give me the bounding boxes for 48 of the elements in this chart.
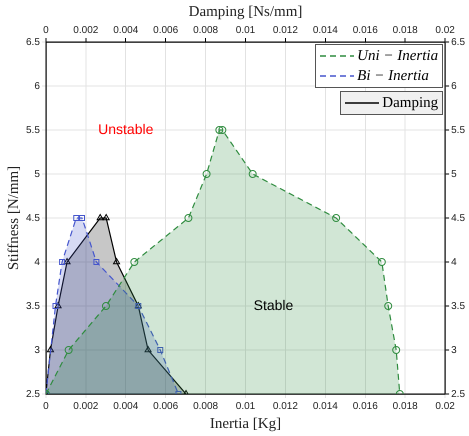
- annotation: Unstable: [98, 120, 154, 137]
- x-tick-label: 0.002: [73, 24, 99, 36]
- y2-tick-label: 3: [451, 344, 458, 356]
- y-tick-label: 2.5: [26, 388, 40, 400]
- x2-tick-label: 0.006: [153, 400, 179, 412]
- x-tick-label: 0.004: [113, 24, 139, 36]
- y-tick-label: 5.5: [26, 124, 40, 136]
- x2-tick-label: 0.004: [113, 400, 139, 412]
- x-tick-label: 0.014: [312, 24, 338, 36]
- x-tick-label: 0.012: [272, 24, 298, 36]
- legend-label: Damping: [382, 94, 438, 113]
- x-tick-label: 0: [43, 24, 50, 36]
- x2-tick-label: 0.02: [435, 400, 456, 412]
- y-axis-title: Stiffness [N/mm]: [6, 166, 22, 270]
- x-axis-title: Inertia [Kg]: [210, 416, 282, 432]
- x2-tick-label: 0: [43, 400, 50, 412]
- y-tick-label: 3: [34, 344, 40, 356]
- x2-tick-label: 0.016: [352, 400, 378, 412]
- y2-tick-label: 6: [451, 80, 458, 92]
- y-tick-label: 4: [34, 256, 40, 268]
- x-tick-label: 0.008: [193, 24, 219, 36]
- y2-tick-label: 2.5: [451, 388, 466, 400]
- x2-tick-label: 0.002: [73, 400, 99, 412]
- x2-axis-title: Damping [Ns/mm]: [188, 4, 302, 20]
- x2-tick-label: 0.01: [236, 400, 256, 412]
- y2-tick-label: 6.5: [451, 36, 466, 48]
- annotation: Stable: [254, 296, 294, 313]
- y2-tick-label: 4.5: [451, 212, 466, 224]
- x-tick-label: 0.016: [352, 24, 378, 36]
- x2-tick-label: 0.018: [392, 400, 418, 412]
- x2-tick-label: 0.014: [312, 400, 338, 412]
- y-tick-label: 6.5: [26, 36, 40, 48]
- y-tick-label: 6: [34, 80, 40, 92]
- y2-tick-label: 5.5: [451, 124, 466, 136]
- x-tick-label: 0.018: [392, 24, 418, 36]
- y-tick-label: 4.5: [26, 212, 40, 224]
- y-tick-label: 3.5: [26, 300, 40, 312]
- y2-tick-label: 3.5: [451, 300, 466, 312]
- x-tick-label: 0.02: [435, 24, 456, 36]
- legend-label: Uni − Inertia: [357, 47, 438, 66]
- x2-tick-label: 0.008: [193, 400, 219, 412]
- x2-tick-label: 0.012: [272, 400, 298, 412]
- y2-tick-label: 5: [451, 168, 458, 180]
- x-tick-label: 0.006: [153, 24, 179, 36]
- legend-label: Bi − Inertia: [357, 67, 429, 86]
- y-tick-label: 5: [34, 168, 40, 180]
- x-tick-label: 0.01: [236, 24, 256, 36]
- y2-tick-label: 4: [451, 256, 458, 268]
